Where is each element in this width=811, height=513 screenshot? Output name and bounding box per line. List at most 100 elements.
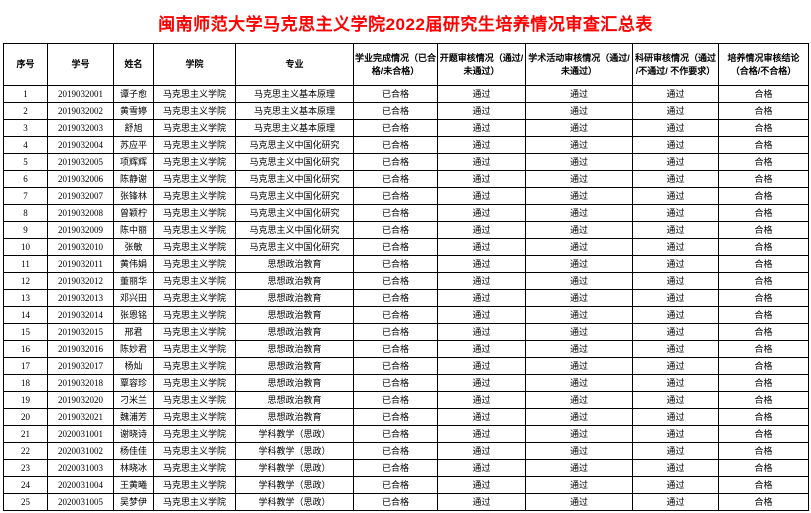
table-cell: 2019032005 bbox=[47, 153, 114, 171]
table-cell: 通过 bbox=[632, 238, 719, 256]
table-cell: 2019032002 bbox=[47, 102, 114, 120]
table-cell: 11 bbox=[3, 255, 48, 273]
table-cell: 通过 bbox=[437, 391, 526, 409]
table-cell: 已合格 bbox=[353, 391, 438, 409]
table-cell: 合格 bbox=[718, 272, 809, 290]
table-cell: 张锋林 bbox=[113, 187, 154, 205]
table-cell: 通过 bbox=[525, 136, 633, 154]
table-cell: 吴梦伊 bbox=[113, 493, 154, 511]
table-cell: 通过 bbox=[437, 85, 526, 103]
table-cell: 通过 bbox=[632, 442, 719, 460]
table-cell: 通过 bbox=[632, 493, 719, 511]
table-cell: 已合格 bbox=[353, 374, 438, 392]
table-cell: 通过 bbox=[632, 85, 719, 103]
table-cell: 5 bbox=[3, 153, 48, 171]
table-cell: 2019032006 bbox=[47, 170, 114, 188]
table-cell: 思想政治教育 bbox=[235, 340, 354, 358]
table-cell: 20 bbox=[3, 408, 48, 426]
table-cell: 通过 bbox=[437, 374, 526, 392]
table-cell: 通过 bbox=[632, 136, 719, 154]
table-cell: 马克思主义学院 bbox=[153, 187, 236, 205]
table-cell: 通过 bbox=[437, 306, 526, 324]
table-cell: 通过 bbox=[525, 153, 633, 171]
table-cell: 通过 bbox=[525, 459, 633, 477]
table-cell: 马克思主义中国化研究 bbox=[235, 170, 354, 188]
table-cell: 通过 bbox=[632, 204, 719, 222]
table-cell: 舒旭 bbox=[113, 119, 154, 137]
column-header-final-conclusion: 培养情况审核结论（合格/不合格） bbox=[718, 43, 809, 86]
table-cell: 董丽华 bbox=[113, 272, 154, 290]
table-cell: 2019032013 bbox=[47, 289, 114, 307]
table-cell: 合格 bbox=[718, 408, 809, 426]
table-cell: 通过 bbox=[525, 306, 633, 324]
table-cell: 思想政治教育 bbox=[235, 306, 354, 324]
table-cell: 合格 bbox=[718, 255, 809, 273]
table-cell: 黄伟娟 bbox=[113, 255, 154, 273]
table-cell: 马克思主义中国化研究 bbox=[235, 136, 354, 154]
table-cell: 通过 bbox=[632, 119, 719, 137]
table-cell: 通过 bbox=[632, 476, 719, 494]
column-header-study-status: 学业完成情况（已合格/未合格） bbox=[353, 43, 438, 86]
table-cell: 通过 bbox=[525, 323, 633, 341]
table-cell: 合格 bbox=[718, 204, 809, 222]
table-cell: 通过 bbox=[632, 340, 719, 358]
table-cell: 通过 bbox=[525, 493, 633, 511]
table-row: 14 2019032014 张恩铭 马克思主义学院 思想政治教育 已合格 通过 通过 通过 合格 bbox=[3, 306, 809, 324]
table-cell: 马克思主义学院 bbox=[153, 425, 236, 443]
table-cell: 已合格 bbox=[353, 221, 438, 239]
table-row: 17 2019032017 杨灿 马克思主义学院 思想政治教育 已合格 通过 通过 通过 合格 bbox=[3, 357, 809, 375]
table-cell: 马克思主义学院 bbox=[153, 340, 236, 358]
table-cell: 思想政治教育 bbox=[235, 323, 354, 341]
table-cell: 合格 bbox=[718, 357, 809, 375]
table-cell: 通过 bbox=[525, 85, 633, 103]
table-cell: 通过 bbox=[632, 357, 719, 375]
table-cell: 通过 bbox=[437, 221, 526, 239]
table-row: 21 2020031001 谢晓诗 马克思主义学院 学科教学（思政） 已合格 通过 通过 通过合… bbox=[3, 425, 809, 443]
table-cell: 合格 bbox=[718, 493, 809, 511]
table-cell: 合格 bbox=[718, 221, 809, 239]
table-cell: 邢君 bbox=[113, 323, 154, 341]
table-cell: 马克思主义学院 bbox=[153, 204, 236, 222]
table-cell: 项辉辉 bbox=[113, 153, 154, 171]
table-cell: 2019032011 bbox=[47, 255, 114, 273]
table-cell: 2019032018 bbox=[47, 374, 114, 392]
table-row: 23 2020031003 林晓冰 马克思主义学院 学科教学（思政） 已合格 通过 通过 通过合… bbox=[3, 459, 809, 477]
table-cell: 2020031004 bbox=[47, 476, 114, 494]
table-cell: 马克思主义学院 bbox=[153, 391, 236, 409]
table-cell: 已合格 bbox=[353, 238, 438, 256]
table-cell: 7 bbox=[3, 187, 48, 205]
table-cell: 合格 bbox=[718, 459, 809, 477]
page-title: 闽南师范大学马克思主义学院2022届研究生培养情况审查汇总表 bbox=[158, 15, 653, 34]
table-cell: 王黄曦 bbox=[113, 476, 154, 494]
table-cell: 通过 bbox=[437, 119, 526, 137]
table-cell: 通过 bbox=[437, 476, 526, 494]
table-cell: 2019032021 bbox=[47, 408, 114, 426]
table-cell: 15 bbox=[3, 323, 48, 341]
table-cell: 谢晓诗 bbox=[113, 425, 154, 443]
table-cell: 14 bbox=[3, 306, 48, 324]
table-cell: 2019032016 bbox=[47, 340, 114, 358]
table-row: 2 2019032002 黄雪婷 马克思主义学院 马克思主义基本原理 已合格 通过 通过 通过合… bbox=[3, 102, 809, 120]
column-header-college: 学院 bbox=[153, 43, 236, 86]
table-cell: 已合格 bbox=[353, 289, 438, 307]
table-cell: 已合格 bbox=[353, 340, 438, 358]
table-cell: 合格 bbox=[718, 187, 809, 205]
table-cell: 马克思主义学院 bbox=[153, 221, 236, 239]
table-cell: 合格 bbox=[718, 391, 809, 409]
table-cell: 通过 bbox=[437, 204, 526, 222]
table-cell: 18 bbox=[3, 374, 48, 392]
table-cell: 10 bbox=[3, 238, 48, 256]
table-cell: 通过 bbox=[437, 459, 526, 477]
table-cell: 已合格 bbox=[353, 425, 438, 443]
table-cell: 已合格 bbox=[353, 306, 438, 324]
table-cell: 马克思主义基本原理 bbox=[235, 102, 354, 120]
table-row: 22 2020031002 杨佳佳 马克思主义学院 学科教学（思政） 已合格 通过 通过 通过合… bbox=[3, 442, 809, 460]
table-cell: 马克思主义学院 bbox=[153, 374, 236, 392]
table-cell: 通过 bbox=[632, 391, 719, 409]
table-cell: 马克思主义学院 bbox=[153, 153, 236, 171]
table-cell: 已合格 bbox=[353, 459, 438, 477]
table-cell: 马克思主义学院 bbox=[153, 119, 236, 137]
table-cell: 已合格 bbox=[353, 323, 438, 341]
table-cell: 思想政治教育 bbox=[235, 272, 354, 290]
table-cell: 2019032009 bbox=[47, 221, 114, 239]
